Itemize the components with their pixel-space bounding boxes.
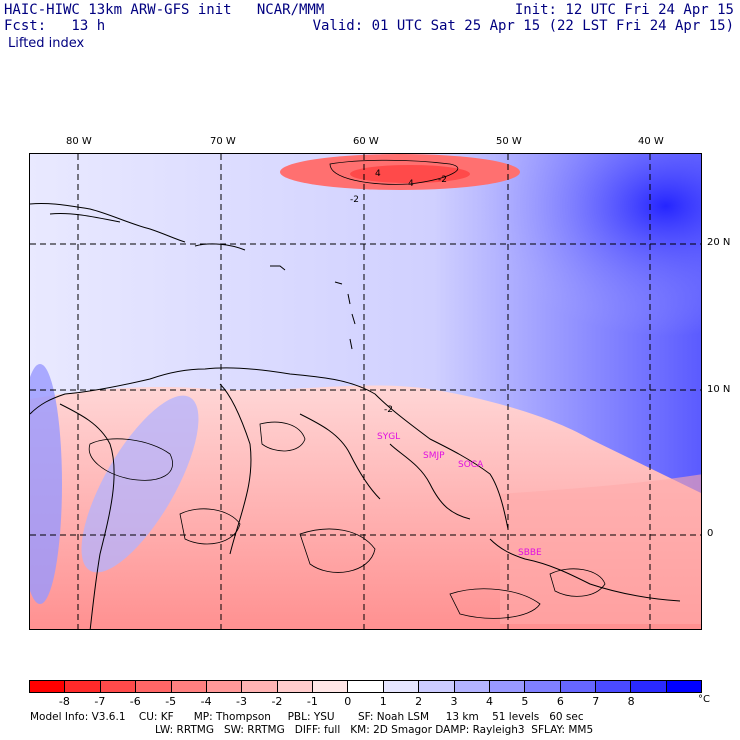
station-label: SYGL: [377, 432, 401, 442]
coastlines: [30, 203, 681, 629]
colorbar: [29, 680, 702, 693]
colorbar-tick-label: -7: [94, 695, 106, 708]
colorbar-tick-label: -6: [129, 695, 141, 708]
colorbar-segment: [419, 681, 455, 692]
station-label: SBBE: [518, 548, 542, 558]
colorbar-tick-label: -5: [165, 695, 177, 708]
stable-band-andes: [81, 395, 199, 573]
colorbar-segment: [65, 681, 101, 692]
station-label: SMJP: [423, 451, 445, 461]
colorbar-segment: [313, 681, 349, 692]
colorbar-segment: [560, 681, 596, 692]
lat-label-20n: 20 N: [707, 237, 731, 248]
lat-label-0: 0: [707, 528, 714, 539]
colorbar-segment: [383, 681, 420, 692]
colorbar-segment: [596, 681, 632, 692]
colorbar-segment: [136, 681, 172, 692]
colorbar-tick-label: -8: [58, 695, 70, 708]
colorbar-segment: [348, 681, 384, 692]
colorbar-tick-label: -4: [200, 695, 212, 708]
contour-label: 4: [375, 169, 381, 179]
colorbar-segment: [525, 681, 561, 692]
lon-label-50w: 50 W: [496, 136, 522, 147]
colorbar-segment: [100, 681, 137, 692]
lon-label-80w: 80 W: [66, 136, 92, 147]
map-canvas: 4 4 -2 -2 -2: [30, 154, 701, 629]
contours: [88, 159, 606, 619]
contour-label: -2: [350, 195, 359, 205]
lat-label-10n: 10 N: [707, 384, 731, 395]
contour-label: -2: [438, 175, 447, 185]
colorbar-segment: [206, 681, 243, 692]
colorbar-tick-label: 8: [627, 695, 635, 708]
field-name: Lifted index: [8, 36, 85, 51]
graticule: [30, 154, 701, 629]
colorbar-segment: [631, 681, 667, 692]
lifted-index-map: 4 4 -2 -2 -2: [29, 153, 702, 630]
station-label: SOCA: [458, 460, 484, 470]
colorbar-tick-label: 7: [592, 695, 600, 708]
lon-label-60w: 60 W: [353, 136, 379, 147]
colorbar-unit: °C: [698, 694, 710, 705]
lon-label-70w: 70 W: [210, 136, 236, 147]
forecast-hour: Fcst: 13 h: [4, 18, 106, 34]
init-time: Init: 12 UTC Fri 24 Apr 15: [514, 2, 734, 18]
lon-label-40w: 40 W: [638, 136, 664, 147]
warm-band-east: [500, 474, 701, 624]
colorbar-segment: [666, 681, 702, 692]
colorbar-tick-label: 0: [344, 695, 352, 708]
colorbar-tick-label: 2: [415, 695, 423, 708]
colorbar-tick-label: -2: [271, 695, 283, 708]
colorbar-segment: [454, 681, 490, 692]
colorbar-tick-label: 4: [485, 695, 493, 708]
valid-time: Valid: 01 UTC Sat 25 Apr 15 (22 LST Fri …: [312, 18, 734, 34]
colorbar-segment: [277, 681, 313, 692]
colorbar-tick-label: 6: [556, 695, 564, 708]
cool-patch-west: [30, 364, 62, 604]
colorbar-tick-label: 5: [521, 695, 529, 708]
colorbar-segment: [489, 681, 526, 692]
colorbar-tick-label: 1: [379, 695, 387, 708]
colorbar-segment: [171, 681, 207, 692]
colorbar-tick-label: 3: [450, 695, 458, 708]
model-info-line2: LW: RRTMG SW: RRTMG DIFF: full KM: 2D Sm…: [155, 724, 594, 736]
model-title: HAIC-HIWC 13km ARW-GFS init NCAR/MMM: [4, 2, 325, 18]
model-info-line1: Model Info: V3.6.1 CU: KF MP: Thompson P…: [30, 711, 584, 723]
colorbar-tick-label: -3: [236, 695, 247, 708]
deep-blue-region: [330, 154, 701, 414]
colorbar-segment: [242, 681, 278, 692]
colorbar-segment: [30, 681, 66, 692]
contour-label: -2: [384, 405, 393, 415]
contour-label: 4: [408, 179, 414, 189]
colorbar-tick-label: -1: [306, 695, 318, 708]
